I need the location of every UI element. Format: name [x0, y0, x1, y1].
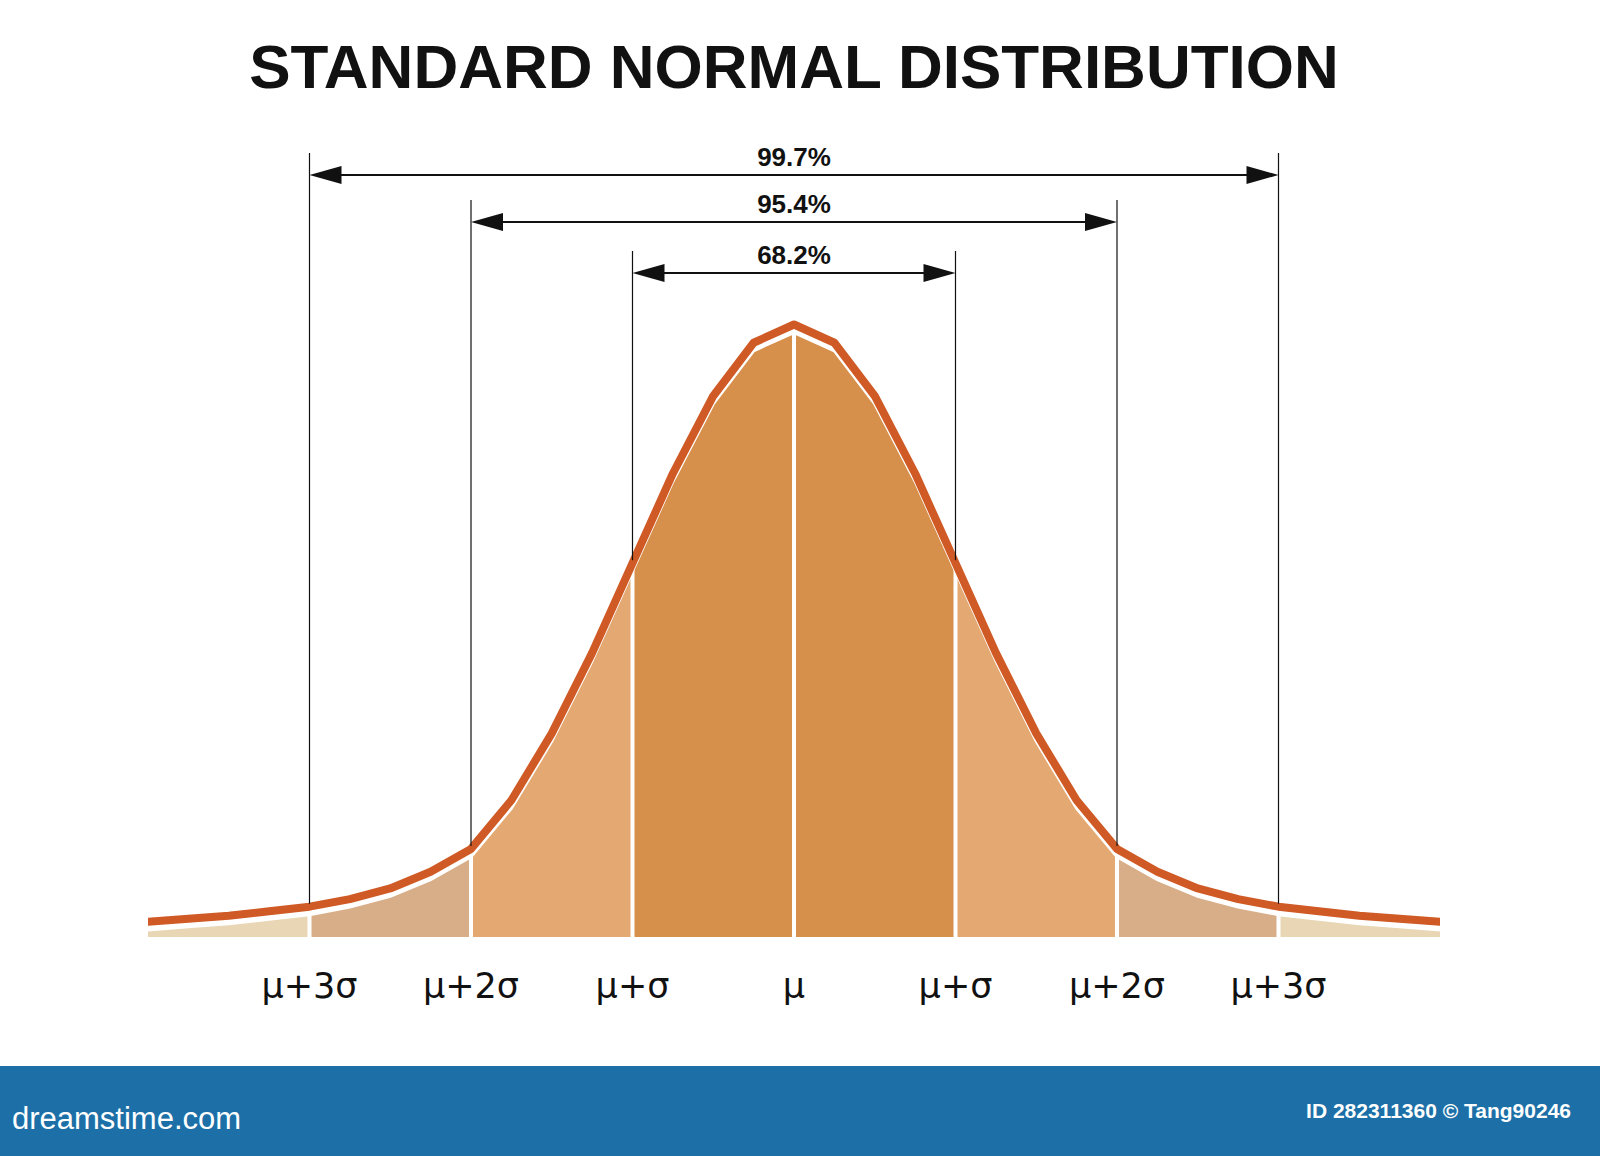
tick-label: μ+3σ: [261, 966, 357, 1006]
tick-label: μ: [783, 966, 805, 1006]
chart: STANDARD NORMAL DISTRIBUTION 99.7% 95.4% 68…: [0, 0, 1600, 1156]
footer-credit: ID 282311360 © Tang90246: [1306, 1099, 1571, 1122]
guide-line: [309, 153, 310, 904]
arrow-shaft: [653, 272, 936, 274]
guide-line: [1278, 153, 1279, 904]
interval-label: 95.4%: [757, 189, 831, 219]
arrow-head: [633, 264, 665, 282]
band: [148, 313, 310, 941]
arrow-head: [924, 264, 956, 282]
band-divider: [792, 323, 796, 939]
plot-area: [148, 313, 1440, 941]
title: STANDARD NORMAL DISTRIBUTION: [249, 32, 1339, 101]
arrow-head: [471, 213, 503, 231]
footer-bar: [0, 1066, 1600, 1156]
inner-outline: [148, 333, 1440, 930]
guide-line: [632, 251, 633, 560]
footer-site: dreamstime.com: [12, 1101, 241, 1136]
guide-line: [955, 251, 956, 560]
tick-label: μ+σ: [596, 966, 670, 1006]
curve: [148, 325, 1440, 922]
arrow-head: [310, 166, 342, 184]
interval-label: 68.2%: [757, 240, 831, 270]
arrow-shaft: [491, 221, 1097, 223]
arrow-head: [1085, 213, 1117, 231]
interval-label: 99.7%: [757, 142, 831, 172]
tick-label: μ+σ: [919, 966, 993, 1006]
guide-line: [470, 200, 471, 846]
band: [1117, 313, 1279, 941]
bands: [148, 313, 1440, 941]
band: [1279, 313, 1441, 941]
tick-label: μ+2σ: [423, 966, 519, 1006]
tick-label: μ+3σ: [1230, 966, 1326, 1006]
band: [310, 313, 472, 941]
guide-line: [1116, 200, 1117, 846]
arrow-shaft: [330, 174, 1259, 176]
tick-label: μ+2σ: [1069, 966, 1165, 1006]
arrow-head: [1247, 166, 1279, 184]
